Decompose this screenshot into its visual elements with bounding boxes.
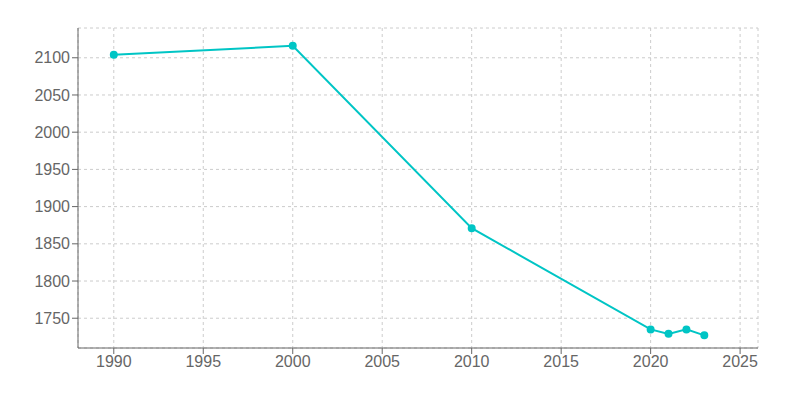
svg-text:1750: 1750 xyxy=(34,310,70,327)
svg-text:1850: 1850 xyxy=(34,235,70,252)
svg-text:1900: 1900 xyxy=(34,198,70,215)
svg-text:2000: 2000 xyxy=(34,124,70,141)
svg-text:2015: 2015 xyxy=(543,353,579,370)
svg-text:1995: 1995 xyxy=(185,353,221,370)
svg-text:2025: 2025 xyxy=(722,353,758,370)
svg-text:1800: 1800 xyxy=(34,273,70,290)
svg-text:2100: 2100 xyxy=(34,49,70,66)
svg-text:2000: 2000 xyxy=(275,353,311,370)
svg-text:1950: 1950 xyxy=(34,161,70,178)
svg-text:2005: 2005 xyxy=(364,353,400,370)
svg-text:2020: 2020 xyxy=(633,353,669,370)
svg-text:2050: 2050 xyxy=(34,87,70,104)
svg-text:1990: 1990 xyxy=(96,353,132,370)
svg-text:2010: 2010 xyxy=(454,353,490,370)
